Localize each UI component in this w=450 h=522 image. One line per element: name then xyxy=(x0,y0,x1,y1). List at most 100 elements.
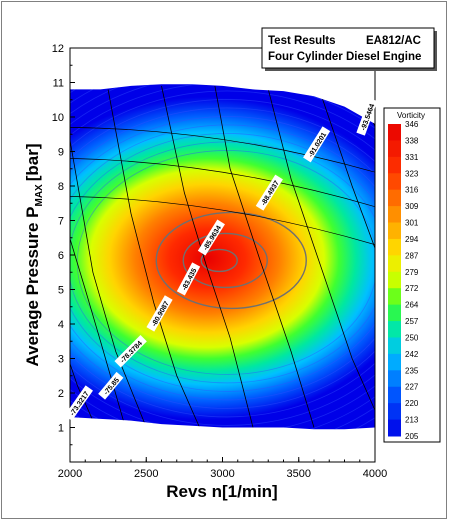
colorbar-legend: Vorticity 346 338 331 323 316 309 301 294 287 279… xyxy=(383,107,441,443)
iso-label-bg xyxy=(146,295,173,332)
y-axis-label-group: Average Pressure PMAX [bar] xyxy=(23,143,45,366)
legend-swatch xyxy=(388,173,401,191)
x-axis-label: Revs n[1/min] xyxy=(166,482,277,501)
legend-level: 257 xyxy=(405,317,419,326)
legend-title: Vorticity xyxy=(397,111,425,120)
y-tick-label: 12 xyxy=(52,43,64,55)
contour-band xyxy=(70,141,375,384)
legend-level: 294 xyxy=(405,235,419,244)
legend-swatch xyxy=(388,222,401,240)
contour-band xyxy=(70,116,375,409)
legend-level: 242 xyxy=(405,350,419,359)
y-axis-label-unit: [bar] xyxy=(23,143,42,181)
legend-swatch xyxy=(388,140,401,158)
y-tick-label: 3 xyxy=(58,354,64,366)
legend-level: 309 xyxy=(405,202,419,211)
legend-swatch xyxy=(388,370,401,388)
title-line1-left: Test Results xyxy=(268,35,336,47)
legend-swatch xyxy=(388,124,401,141)
y-tick-label: 10 xyxy=(52,112,64,124)
legend-level: 338 xyxy=(405,136,419,145)
legend-swatch xyxy=(388,189,401,207)
legend-level: 301 xyxy=(405,219,419,228)
y-axis-label-sub: MAX xyxy=(34,184,45,207)
y-tick-label: 8 xyxy=(58,181,64,193)
legend-level: 287 xyxy=(405,251,419,260)
legend-level: 235 xyxy=(405,366,419,375)
legend-level: 213 xyxy=(405,416,419,425)
contour-band xyxy=(70,99,375,426)
iso-label-bg xyxy=(197,219,225,256)
legend-level: 220 xyxy=(405,399,419,408)
title-line2: Four Cylinder Diesel Engine xyxy=(268,51,421,63)
contour-band xyxy=(70,107,375,418)
y-axis-label: Average Pressure PMAX [bar] xyxy=(23,143,45,366)
legend-swatch xyxy=(388,386,401,404)
iso-label-bg xyxy=(176,262,201,296)
contour-lines xyxy=(70,84,375,430)
iso-label-bg xyxy=(114,335,147,368)
y-tick-label: 1 xyxy=(58,423,64,435)
contour-ring xyxy=(155,211,307,310)
iso-line xyxy=(70,196,375,245)
legend-level: 331 xyxy=(405,153,419,162)
title-box: Test Results EA812/AC Four Cylinder Dies… xyxy=(261,27,437,71)
y-tick-label: 2 xyxy=(58,388,64,400)
legend-level: 227 xyxy=(405,383,419,392)
y-tick-label: 5 xyxy=(58,285,64,297)
x-tick-label: 3500 xyxy=(287,468,311,480)
x-tick-label: 3000 xyxy=(210,468,234,480)
legend-swatch xyxy=(388,156,401,174)
legend-swatch xyxy=(388,321,401,338)
contour-ring xyxy=(182,232,268,289)
iso-label-bg xyxy=(303,126,331,163)
iso-label-bg xyxy=(98,371,124,400)
legend-swatch xyxy=(388,419,401,437)
iso-line xyxy=(107,89,200,428)
iso-line xyxy=(321,96,375,269)
legend-swatch xyxy=(388,255,401,273)
contour-band xyxy=(70,124,375,401)
legend-swatch xyxy=(388,337,401,355)
title-line1-right: EA812/AC xyxy=(366,35,421,47)
legend-swatch xyxy=(388,271,401,289)
iso-line xyxy=(267,89,375,428)
legend-swatch xyxy=(388,304,401,322)
legend-level: 316 xyxy=(405,186,419,195)
x-tick-label: 4000 xyxy=(363,468,387,480)
legend-level: 323 xyxy=(405,169,419,178)
iso-line xyxy=(70,96,147,428)
legend-level: 264 xyxy=(405,301,419,310)
x-tick-label: 2000 xyxy=(58,468,82,480)
legend-swatches: 346 338 331 323 316 309 301 294 287 279 272 264 257 2… xyxy=(388,120,419,441)
legend-level: 279 xyxy=(405,268,419,277)
y-tick-label: 4 xyxy=(58,319,64,331)
legend-swatch xyxy=(388,353,401,371)
title-panel xyxy=(261,27,435,69)
contour-band xyxy=(70,90,375,430)
legend-level: 250 xyxy=(405,333,419,342)
y-tick-label: 6 xyxy=(58,250,64,262)
y-tick-label: 7 xyxy=(58,216,64,228)
legend-swatch xyxy=(388,288,401,306)
legend-level: 205 xyxy=(405,432,419,441)
iso-lines xyxy=(70,85,375,428)
iso-label-bg xyxy=(64,385,93,421)
legend-level: 272 xyxy=(405,284,419,293)
iso-line xyxy=(70,158,375,208)
legend-swatch xyxy=(388,206,401,224)
legend-level: 346 xyxy=(405,120,419,129)
iso-line xyxy=(161,85,254,428)
iso-label-group: -93.5464-91.0201-88.4937-85.9634-83.435-… xyxy=(64,97,378,421)
iso-line xyxy=(70,341,94,421)
iso-line xyxy=(70,127,375,173)
x-tick-label: 2500 xyxy=(134,468,158,480)
y-tick-label: 11 xyxy=(53,78,64,90)
iso-line xyxy=(214,85,315,428)
x-axis: 2000 2500 3000 3500 4000 xyxy=(58,457,387,480)
contour-ring xyxy=(200,248,238,273)
legend-swatch xyxy=(388,403,401,421)
iso-label-bg xyxy=(255,174,283,211)
